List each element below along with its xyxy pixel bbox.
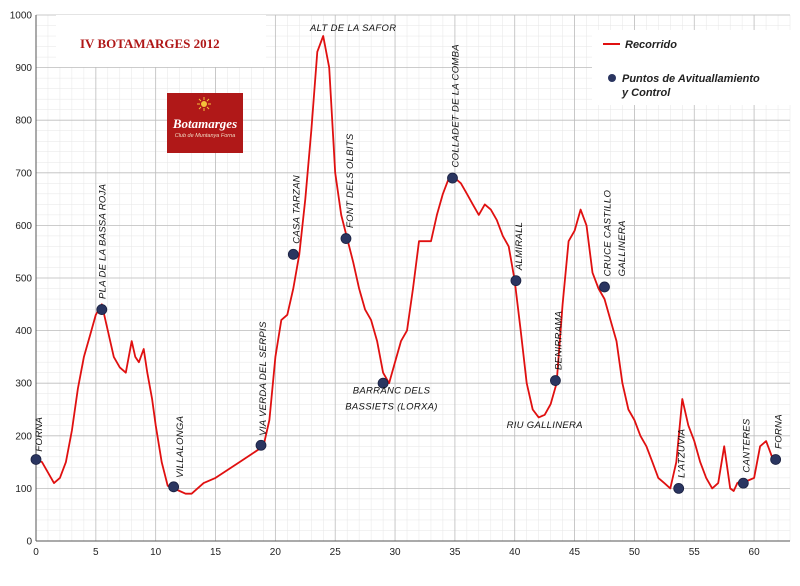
place-label: FORNA xyxy=(34,417,45,452)
x-tick-label: 0 xyxy=(33,547,39,558)
place-label: FONT DELS OLBITS xyxy=(345,133,356,228)
control-point xyxy=(377,377,389,389)
logo-tagline: Club de Muntanya Forna xyxy=(175,133,236,139)
x-tick-label: 15 xyxy=(210,547,222,558)
series-control-points xyxy=(30,172,782,494)
place-label: VIA VERDA DEL SERPIS xyxy=(258,321,269,436)
y-tick-label: 600 xyxy=(15,221,32,232)
legend-points-label-1: Puntos de Avituallamiento xyxy=(622,73,760,85)
x-tick-label: 55 xyxy=(689,547,701,558)
place-label: ALMIRALL xyxy=(514,222,525,271)
control-point xyxy=(673,482,685,494)
x-tick-label: 50 xyxy=(629,547,641,558)
control-point xyxy=(30,454,42,465)
x-tick-label: 60 xyxy=(749,547,761,558)
control-point xyxy=(96,304,108,315)
place-label: VILLALONGA xyxy=(175,416,186,478)
place-label: BARRANC DELS xyxy=(353,386,431,397)
x-tick-label: 10 xyxy=(150,547,162,558)
control-point xyxy=(168,481,180,493)
control-point xyxy=(447,172,458,184)
y-tick-label: 500 xyxy=(15,274,32,285)
chart-title: IV BOTAMARGES 2012 xyxy=(80,36,220,51)
title-box: IV BOTAMARGES 2012 xyxy=(56,15,266,67)
y-tick-label: 300 xyxy=(15,379,32,390)
x-tick-label: 40 xyxy=(509,547,521,558)
place-label: FORNA xyxy=(774,414,785,449)
y-tick-label: 100 xyxy=(15,484,32,495)
y-tick-label: 700 xyxy=(15,168,32,179)
control-point xyxy=(255,439,267,451)
x-tick-label: 30 xyxy=(389,547,401,558)
place-label: L'ATZUVIA xyxy=(677,429,688,478)
place-label: CANTERES xyxy=(741,418,752,472)
y-tick-label: 400 xyxy=(15,326,32,337)
place-label: GALLINERA xyxy=(617,220,628,276)
place-label: BENIRRAMA xyxy=(553,311,564,370)
control-point xyxy=(287,248,299,260)
y-tick-label: 1000 xyxy=(10,11,33,22)
place-label: COLLADET DE LA COMBA xyxy=(451,44,462,167)
grid xyxy=(35,14,791,542)
legend-line-label: Recorrido xyxy=(625,39,677,51)
place-labels: FORNA PLA DE LA BASSA ROJA VILLALONGA VIA V… xyxy=(34,23,785,478)
x-tick-label: 45 xyxy=(569,547,581,558)
place-label: RIU GALLINERA xyxy=(507,420,583,431)
place-label: CRUCE CASTILLO xyxy=(603,190,614,277)
series-line-recorrido xyxy=(35,35,779,495)
y-tick-label: 800 xyxy=(15,116,32,127)
x-tick-label: 25 xyxy=(330,547,342,558)
legend: Recorrido Puntos de Avituallamiento y Co… xyxy=(592,30,792,105)
sun-icon xyxy=(197,97,211,111)
control-point xyxy=(510,275,522,287)
place-label: BASSIETS (LORXA) xyxy=(345,402,437,413)
legend-points-label-2: y Control xyxy=(621,87,671,99)
control-point xyxy=(599,281,610,293)
place-label: PLA DE LA BASSA ROJA xyxy=(97,184,108,299)
legend-point-swatch xyxy=(608,74,616,82)
control-point xyxy=(737,477,749,489)
x-tick-label: 5 xyxy=(93,547,99,558)
series-recorrido xyxy=(35,35,779,495)
control-point xyxy=(770,454,782,465)
y-tick-label: 0 xyxy=(26,537,32,548)
place-label: CASA TARZAN xyxy=(291,175,302,244)
x-tick-label: 35 xyxy=(449,547,461,558)
axes: 0 100 200 300 400 500 600 700 800 900 1000 0 5 10 15 20… xyxy=(10,11,790,558)
control-point xyxy=(550,375,561,386)
y-tick-label: 200 xyxy=(15,431,32,442)
y-tick-label: 900 xyxy=(15,63,32,74)
place-label: ALT DE LA SAFOR xyxy=(309,23,396,34)
x-tick-label: 20 xyxy=(270,547,282,558)
logo-name: Botamarges xyxy=(172,116,237,131)
botamarges-logo: Botamarges Club de Muntanya Forna xyxy=(167,93,243,153)
control-point xyxy=(340,233,352,244)
